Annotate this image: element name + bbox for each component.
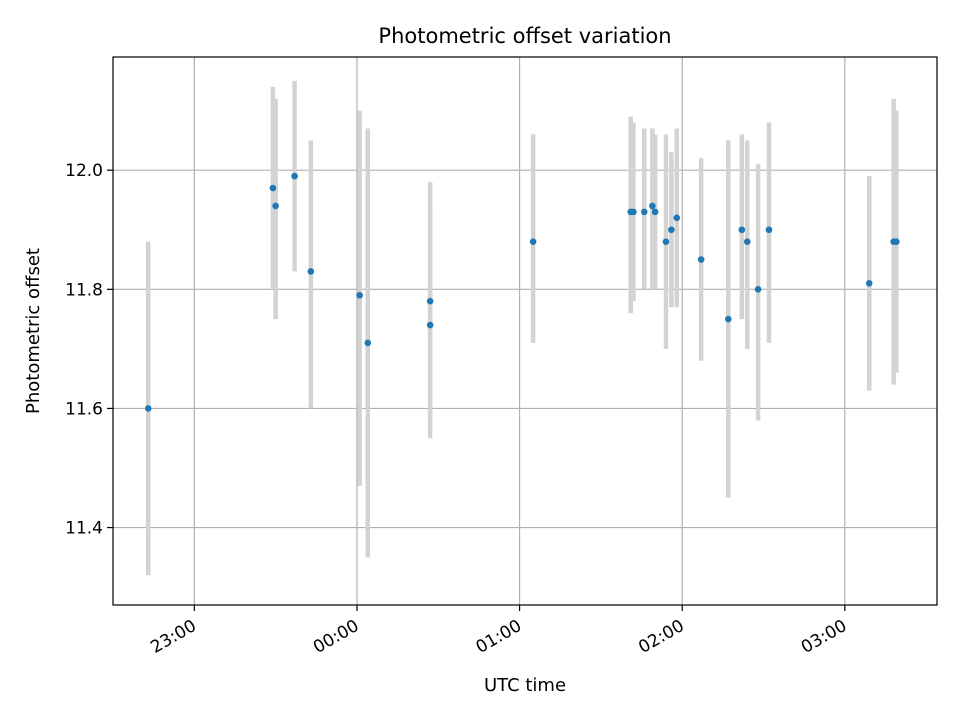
data-point — [364, 339, 372, 347]
data-point — [426, 321, 434, 329]
data-point — [724, 315, 732, 323]
x-axis-ticks: 23:00 00:00 01:00 02:00 03:00 — [147, 605, 850, 658]
y-tick-label: 11.8 — [65, 280, 103, 300]
y-tick-label: 12.0 — [65, 161, 103, 181]
data-point — [765, 226, 773, 234]
x-tick-label: 03:00 — [798, 616, 850, 658]
x-tick-label: 01:00 — [473, 616, 525, 658]
data-point — [307, 268, 315, 275]
data-point — [269, 184, 277, 192]
data-point — [673, 214, 681, 222]
data-point — [649, 202, 656, 210]
data-point — [426, 297, 434, 305]
x-tick-label: 23:00 — [147, 616, 199, 658]
data-point — [893, 238, 900, 245]
error-bars — [145, 80, 899, 576]
data-point — [697, 256, 705, 263]
data-point — [529, 238, 537, 245]
data-point — [291, 172, 298, 180]
grid — [113, 57, 937, 605]
data-point — [754, 286, 762, 293]
data-point — [738, 226, 746, 234]
x-axis-label: UTC time — [484, 675, 566, 696]
data-point — [630, 208, 637, 216]
data-points — [144, 172, 900, 412]
data-point — [668, 226, 675, 234]
y-axis-ticks: 11.4 11.6 11.8 12.0 — [65, 161, 113, 539]
data-point — [743, 238, 751, 245]
x-tick-label: 02:00 — [635, 616, 687, 658]
x-tick-label: 00:00 — [310, 616, 362, 658]
chart-title: Photometric offset variation — [378, 24, 671, 48]
data-point — [356, 291, 363, 299]
data-point — [144, 405, 152, 412]
y-tick-label: 11.6 — [65, 399, 103, 419]
data-point — [651, 208, 659, 216]
data-point — [865, 280, 873, 287]
plot-frame — [112, 56, 938, 606]
data-point — [272, 202, 279, 210]
data-point — [640, 208, 648, 216]
y-axis-label: Photometric offset — [23, 248, 44, 414]
y-tick-label: 11.4 — [65, 519, 103, 539]
data-point — [662, 238, 670, 245]
